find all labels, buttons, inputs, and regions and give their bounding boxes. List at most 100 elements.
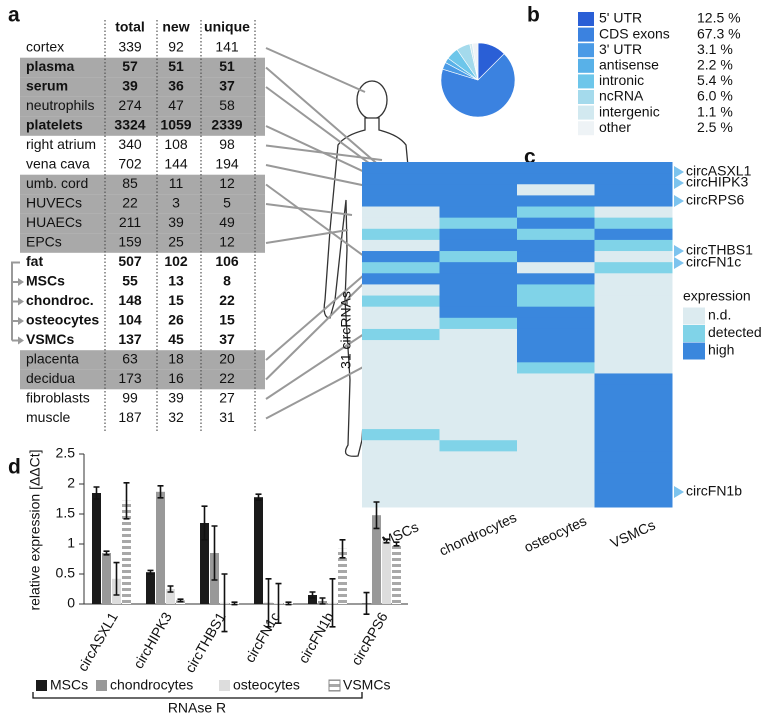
row-label: osteocytes (26, 312, 99, 328)
heatmap-cell (362, 184, 440, 196)
bar (92, 493, 101, 604)
row-shade (20, 369, 265, 390)
y-tick-label: 1 (67, 535, 75, 551)
heatmap-cell (517, 451, 595, 463)
legend-label: 5' UTR (599, 10, 642, 26)
heatmap-cell (594, 195, 673, 208)
heatmap-cell (362, 384, 440, 397)
cell-value: 26 (168, 312, 184, 328)
heatmap-cell (439, 317, 518, 330)
heatmap-cell (594, 295, 673, 308)
heatmap-cell (594, 340, 673, 352)
cell-value: 18 (168, 351, 184, 367)
row-label: vena cava (26, 156, 90, 172)
heatmap-cell (362, 406, 440, 419)
heatmap-cell (439, 273, 518, 285)
heatmap-cell (594, 495, 673, 508)
legend-value: 2.2 % (697, 57, 733, 73)
heatmap-cell (517, 351, 595, 363)
cell-value: 15 (219, 312, 235, 328)
panel-label: a (8, 4, 20, 27)
heatmap-cell (517, 362, 595, 374)
heatmap-cell (439, 406, 518, 419)
legend-title: expression (683, 288, 751, 304)
annotation-arrow (674, 166, 684, 178)
row-label: fibroblasts (26, 390, 90, 406)
heatmap-cell (439, 462, 518, 475)
heatmap-cell (594, 206, 673, 219)
heatmap-cell (362, 295, 440, 308)
legend-swatch (578, 27, 594, 42)
legend-swatch (578, 90, 594, 104)
error-bar (123, 482, 130, 520)
cell-value: 98 (219, 136, 235, 152)
annotation-label: circASXL1 (686, 163, 752, 179)
heatmap-cell (517, 306, 595, 319)
row-shade (20, 213, 265, 234)
heatmap-cell (362, 340, 440, 352)
legend-label: high (708, 342, 734, 358)
error-bar (231, 601, 238, 606)
row-label: serum (26, 78, 68, 94)
heatmap-cell (362, 362, 440, 374)
heatmap-cell (517, 184, 595, 196)
annotation-arrow (674, 245, 684, 257)
bar (200, 523, 209, 604)
x-tick-label: circASXL1 (74, 609, 121, 674)
legend-value: 6.0 % (697, 88, 733, 104)
legend-value: 5.4 % (697, 72, 733, 88)
heatmap-cell (362, 217, 440, 230)
panel-label: b (527, 4, 540, 27)
row-label: muscle (26, 409, 71, 425)
connector-line (265, 66, 383, 169)
heatmap-cell (439, 417, 518, 430)
cell-value: 39 (168, 214, 184, 230)
heatmap-cell (517, 484, 595, 497)
cell-value: 16 (168, 370, 184, 386)
error-bar (147, 569, 154, 575)
heatmap-cell (439, 295, 518, 308)
cell-value: 13 (168, 273, 184, 289)
legend-label: detected (708, 324, 762, 340)
cell-value: 92 (168, 39, 184, 55)
cell-value: 211 (119, 214, 142, 230)
heatmap-cell (594, 184, 673, 196)
xlabel-bracket (32, 692, 363, 699)
legend-swatch (578, 121, 594, 136)
cell-value: 507 (118, 253, 142, 269)
heatmap-cell (362, 306, 440, 319)
heatmap-cell (362, 429, 440, 441)
cell-value: 51 (168, 58, 184, 74)
bar (382, 541, 391, 604)
heatmap-cell (362, 395, 440, 408)
cell-value: 1059 (160, 117, 191, 133)
annotation-label: circHIPK3 (686, 174, 748, 190)
heatmap-cell (594, 328, 673, 341)
error-bar (167, 585, 174, 593)
heatmap-cell (517, 162, 595, 174)
row-label: HUVECs (26, 195, 82, 211)
cell-value: 12 (219, 175, 235, 191)
connector-line (265, 203, 353, 216)
cell-value: 104 (118, 312, 142, 328)
heatmap-cell (362, 417, 440, 430)
heatmap-cell (517, 373, 595, 386)
heatmap-cell (594, 429, 673, 441)
heatmap-cell (517, 173, 595, 185)
heatmap-cell (439, 306, 518, 319)
error-bar (265, 578, 272, 628)
annotation-label: circFN1c (686, 254, 741, 270)
cell-value: 32 (168, 409, 184, 425)
error-bar (211, 525, 218, 581)
heatmap-cell (362, 251, 440, 263)
heatmap-cell (594, 395, 673, 408)
error-bar (255, 493, 262, 501)
x-tick-label: circFN1b (295, 609, 337, 666)
x-tick-label: circHIPK3 (130, 609, 175, 671)
connector-line (265, 267, 373, 361)
heatmap-cell (439, 328, 518, 341)
heatmap-cell (594, 217, 673, 230)
row-shade (20, 57, 265, 78)
legend-label: n.d. (708, 307, 731, 323)
